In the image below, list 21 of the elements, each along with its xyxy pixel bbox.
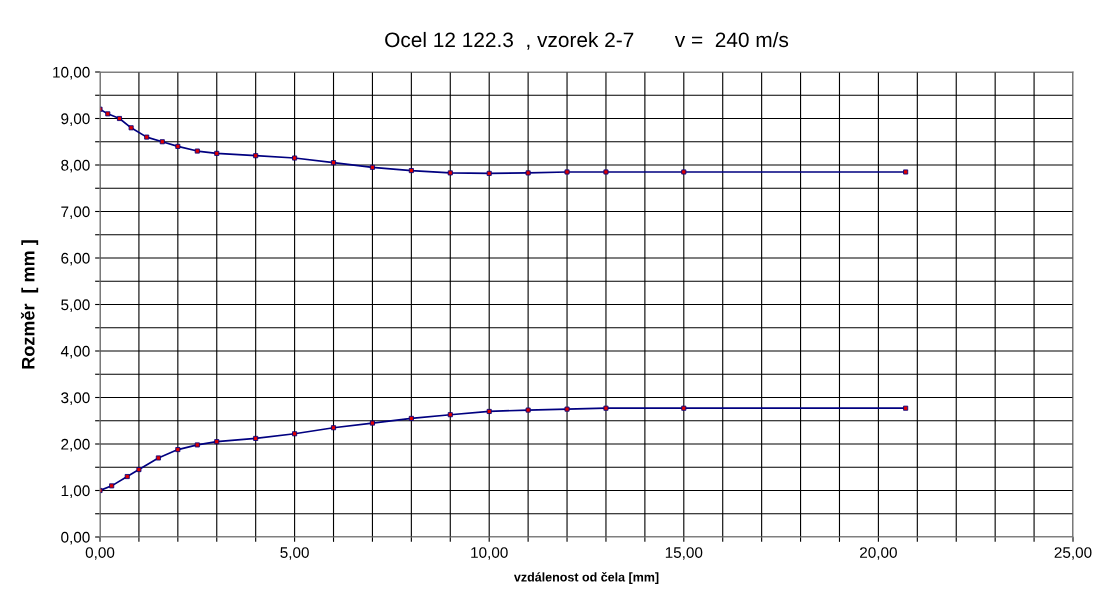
chart-title: Ocel 12 122.3 , vzorek 2-7 v = 240 m/s bbox=[385, 31, 789, 50]
x-tick-label: 15,00 bbox=[665, 547, 703, 560]
y-tick-label: 0,00 bbox=[61, 531, 90, 545]
x-tick-label: 25,00 bbox=[1054, 547, 1092, 560]
x-tick-label: 0,00 bbox=[85, 547, 115, 560]
y-axis-title: Rozměr [ mm ] bbox=[20, 240, 39, 369]
y-tick-label: 7,00 bbox=[61, 206, 90, 219]
y-tick-label: 6,00 bbox=[61, 252, 90, 266]
point bbox=[116, 116, 122, 121]
y-tick-label: 4,00 bbox=[60, 345, 90, 359]
y-tick-label: 5,00 bbox=[61, 299, 90, 312]
x-tick-label: 5,00 bbox=[280, 547, 309, 560]
x-tick-label: 20,00 bbox=[860, 547, 897, 560]
y-tick-label: 2,00 bbox=[61, 438, 90, 452]
y-tick-label: 10,00 bbox=[53, 66, 90, 80]
x-axis-title: vzdálenost od čela [mm] bbox=[513, 572, 659, 584]
x-tick-label: 10,00 bbox=[471, 547, 508, 560]
y-tick-label: 9,00 bbox=[61, 113, 90, 126]
y-tick-label: 1,00 bbox=[61, 485, 90, 498]
y-tick-label: 3,00 bbox=[61, 392, 90, 405]
y-tick-label: 8,00 bbox=[61, 159, 90, 173]
